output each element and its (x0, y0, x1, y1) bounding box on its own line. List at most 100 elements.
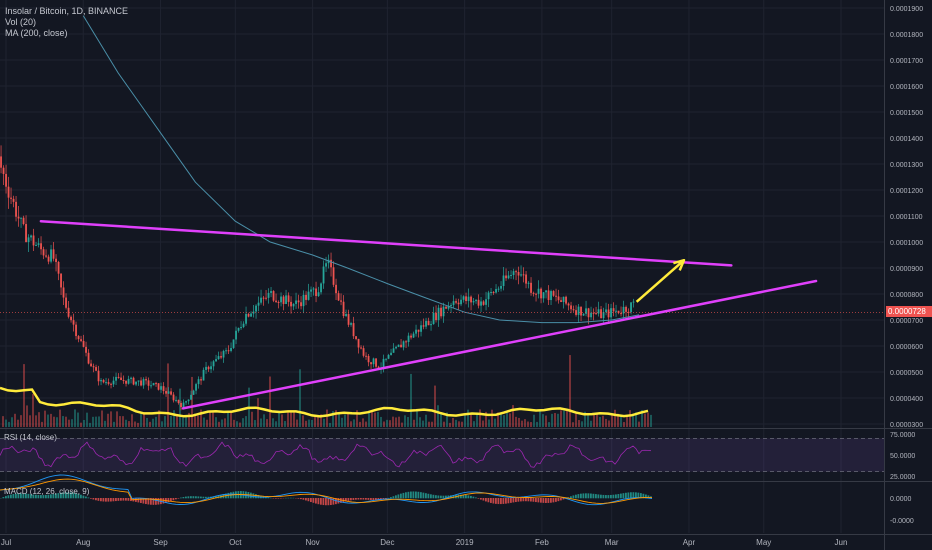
candle-body (572, 309, 575, 311)
volume-bar (566, 409, 568, 427)
volume-bar (263, 414, 265, 427)
volume-bar (350, 421, 352, 427)
rsi-band (0, 438, 884, 472)
macd-histogram-bar (592, 493, 595, 499)
macd-line (0, 474, 653, 506)
macd-histogram-bar (375, 498, 377, 501)
candle-body (597, 309, 600, 314)
volume-bar (320, 414, 322, 427)
chart-legend: Insolar / Bitcoin, 1D, BINANCE Vol (20) … (5, 6, 128, 39)
volume-bar (158, 410, 160, 427)
support-trendline (181, 279, 818, 410)
macd-histogram-bar (330, 498, 332, 506)
candle-body (207, 366, 210, 370)
candle-body (212, 361, 215, 367)
candle-body (375, 358, 377, 367)
volume-bar (332, 411, 334, 427)
arrow-shaft (635, 259, 685, 303)
rsi-line (0, 441, 652, 468)
macd-histogram-bar (560, 498, 562, 501)
volume-bar (605, 418, 607, 427)
breakout-arrow (635, 258, 686, 303)
macd-histogram-bar (72, 492, 75, 499)
volume-bar (434, 385, 436, 427)
candle-body (195, 384, 197, 391)
candle-body (62, 287, 65, 298)
volume-bar (173, 410, 175, 427)
candle-body (507, 275, 510, 279)
candle-body (582, 313, 585, 316)
candle-body (372, 358, 375, 365)
candle-body (130, 377, 132, 379)
candle-body (70, 316, 72, 321)
volume-bar (626, 414, 628, 427)
candle-body (190, 394, 192, 400)
volume-bar (242, 418, 244, 427)
macd-histogram-bar (527, 498, 530, 502)
macd-histogram-bar (405, 492, 407, 499)
candle-body (157, 383, 160, 390)
volume-bar (569, 355, 571, 427)
volume-bar (314, 416, 316, 427)
price-tick-label: 0.0001900 (890, 6, 923, 13)
volume-bar (392, 416, 394, 427)
candle-body (22, 217, 25, 225)
macd-histogram-bar (322, 498, 325, 506)
volume-bar (563, 410, 565, 427)
candle-body (235, 330, 237, 340)
macd-histogram-bar (347, 498, 350, 501)
price-tick-label: 0.0000800 (890, 292, 923, 299)
ma-indicator-label: MA (200, close) (5, 28, 68, 38)
macd-histogram-bar (147, 498, 150, 505)
volume-bar (41, 421, 43, 427)
macd-histogram-bar (175, 498, 177, 500)
macd-histogram-bar (37, 494, 40, 499)
macd-histogram-bar (267, 497, 270, 499)
volume-bar (86, 412, 88, 427)
volume-bar (110, 411, 112, 427)
candle-body (490, 291, 492, 293)
candle-body (247, 313, 250, 317)
macd-histogram-bar (417, 491, 420, 499)
macd-histogram-bar (62, 492, 65, 499)
volume-bar (155, 416, 157, 427)
macd-histogram-bar (150, 498, 152, 505)
volume-bar (479, 409, 481, 427)
volume-bar (644, 413, 646, 427)
volume-bar (353, 419, 355, 427)
volume-bar (383, 421, 385, 427)
macd-histogram-bar (367, 498, 370, 500)
volume-bar (176, 414, 178, 427)
volume-bar (305, 420, 307, 427)
candle-body (387, 355, 390, 359)
volume-bar (551, 413, 553, 427)
macd-histogram-bar (512, 498, 515, 503)
macd-histogram-bar (337, 498, 340, 504)
volume-bar (650, 414, 652, 427)
price-tick-label: 0.0001600 (890, 84, 923, 91)
macd-histogram-bar (442, 495, 445, 499)
volume-bar (596, 414, 598, 427)
volume-bar (35, 415, 37, 427)
macd-histogram-bar (472, 496, 475, 499)
volume-bar (8, 421, 10, 427)
volume-bar (365, 421, 367, 427)
volume-bar (404, 415, 406, 427)
time-tick-label: 2019 (456, 538, 474, 547)
candle-body (605, 309, 607, 313)
volume-bar (518, 417, 520, 427)
candle-body (60, 273, 62, 288)
volume-bar (71, 419, 73, 427)
volume-bars (2, 355, 652, 427)
volume-bar (11, 417, 13, 427)
candle-body (497, 288, 500, 290)
candle-body (10, 197, 12, 199)
volume-bar (572, 422, 574, 427)
price-tick-label: 0.0001800 (890, 32, 923, 39)
volume-bar (194, 413, 196, 427)
volume-bar (620, 415, 622, 427)
volume-bar (182, 417, 184, 427)
volume-bar (38, 412, 40, 427)
